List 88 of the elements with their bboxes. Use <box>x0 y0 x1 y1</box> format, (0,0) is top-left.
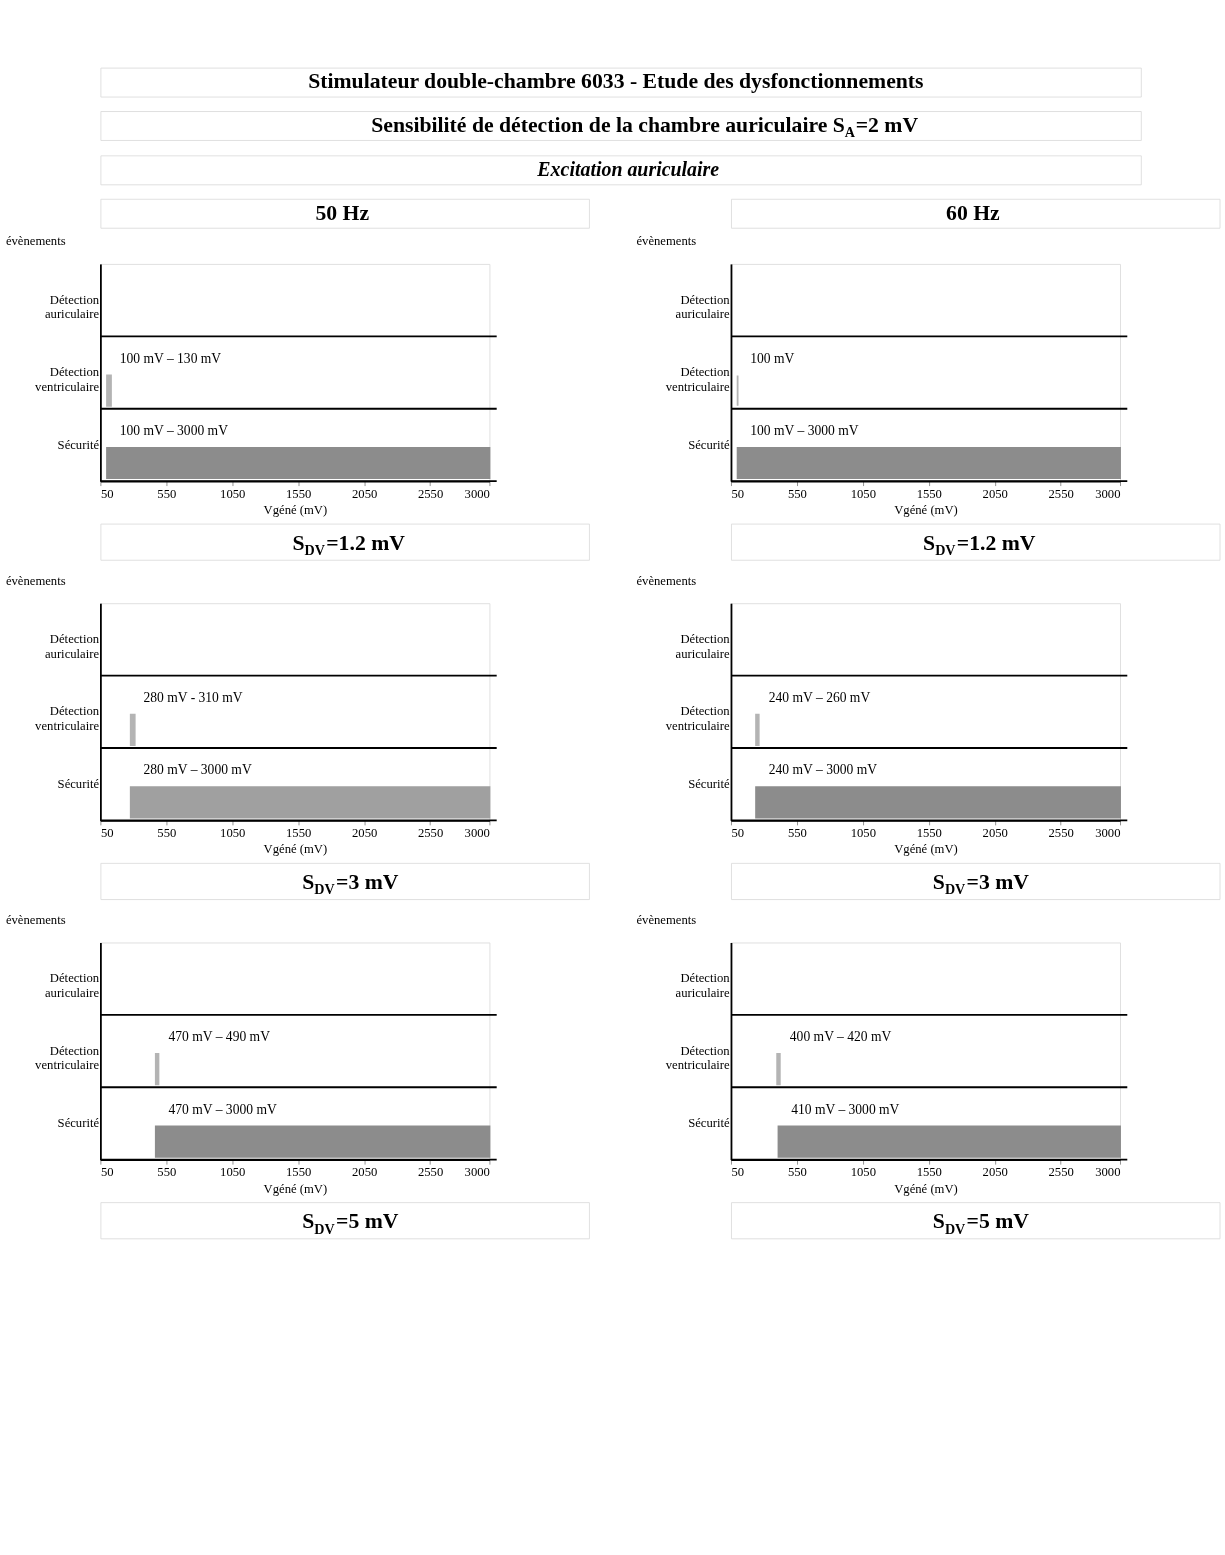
annotation: 470 mV – 490 mV <box>168 1029 271 1045</box>
y-tick-label: Détection auriculaire <box>675 632 731 661</box>
y-axis-title: évènements <box>636 234 697 249</box>
y-tick-label: Sécurité <box>57 1116 100 1131</box>
x-tick-label: 2550 <box>417 1165 444 1180</box>
y-tick-label: Détection auriculaire <box>44 632 100 661</box>
x-tick-label: 1550 <box>916 826 942 841</box>
annotation: 280 mV – 3000 mV <box>143 762 252 778</box>
annotation: 100 mV – 3000 mV <box>119 422 229 438</box>
x-axis-title: Vgéné (mV) <box>263 1181 328 1196</box>
x-tick-label: 2050 <box>982 826 1008 841</box>
y-axis-title: évènements <box>5 573 66 588</box>
annotation: 240 mV – 260 mV <box>768 689 871 705</box>
y-tick-label: Détection auriculaire <box>44 292 100 322</box>
y-tick-label: Détection auriculaire <box>675 292 731 322</box>
x-tick-label: 1550 <box>916 1165 942 1180</box>
y-tick-label: Détection ventriculaire <box>665 365 731 394</box>
x-tick-label: 2550 <box>417 486 444 501</box>
x-axis-title: Vgéné (mV) <box>263 842 328 857</box>
y-tick-label: Détection ventriculaire <box>665 704 731 733</box>
annotation: 100 mV – 130 mV <box>119 350 222 366</box>
x-tick-label: 1050 <box>850 826 876 841</box>
x-tick-label: 2550 <box>1048 486 1074 501</box>
annotation: 470 mV – 3000 mV <box>168 1101 277 1117</box>
y-tick-label: Sécurité <box>57 437 100 452</box>
x-axis-title: Vgéné (mV) <box>894 503 958 518</box>
x-tick-label: 2550 <box>1048 1165 1074 1180</box>
x-tick-label: 1050 <box>220 486 246 501</box>
annotation: 240 mV – 3000 mV <box>768 762 878 778</box>
x-axis-title: Vgéné (mV) <box>894 1181 958 1196</box>
chart-subtitle: 50 Hz <box>315 200 370 225</box>
y-tick-label: Détection auriculaire <box>675 971 731 1000</box>
x-tick-label: 550 <box>157 486 177 501</box>
y-tick-label: Sécurité <box>688 1116 731 1131</box>
x-tick-label: 3000 <box>464 486 490 501</box>
y-tick-label: Détection auriculaire <box>44 971 100 1000</box>
x-tick-label: 50 <box>731 826 745 841</box>
x-tick-label: 2550 <box>1048 826 1074 841</box>
y-axis-title: évènements <box>5 912 66 927</box>
x-tick-label: 3000 <box>1095 826 1121 841</box>
annotation: 400 mV – 420 mV <box>789 1029 892 1045</box>
annotation: 410 mV – 3000 mV <box>791 1101 900 1117</box>
x-tick-label: 1550 <box>286 826 312 841</box>
x-tick-label: 2050 <box>351 1165 378 1180</box>
x-tick-label: 50 <box>100 1165 114 1180</box>
x-tick-label: 1050 <box>850 486 876 501</box>
y-tick-label: Détection ventriculaire <box>35 704 100 733</box>
text: Stimulateur double-chambre 6033 - Etude des dysfonctionnements <box>308 69 924 94</box>
x-tick-label: 550 <box>787 826 807 841</box>
x-tick-label: 2050 <box>982 486 1008 501</box>
x-tick-label: 3000 <box>1095 1165 1121 1180</box>
y-tick-label: Sécurité <box>57 776 100 791</box>
x-tick-label: 2550 <box>417 826 444 841</box>
x-tick-label: 1550 <box>916 486 942 501</box>
y-axis-title: évènements <box>636 573 697 588</box>
x-tick-label: 50 <box>100 486 114 501</box>
annotation: 280 mV - 310 mV <box>143 689 243 705</box>
x-tick-label: 550 <box>787 486 807 501</box>
y-tick-label: Détection ventriculaire <box>665 1043 731 1073</box>
x-tick-label: 1050 <box>220 1165 246 1180</box>
x-tick-label: 2050 <box>982 1165 1008 1180</box>
y-tick-label: Sécurité <box>688 776 731 791</box>
x-axis-title: Vgéné (mV) <box>894 842 958 857</box>
x-tick-label: 1550 <box>286 1165 312 1180</box>
x-tick-label: 550 <box>157 826 177 841</box>
annotation: 100 mV – 3000 mV <box>750 422 859 438</box>
text: Excitation auriculaire <box>536 158 720 181</box>
x-tick-label: 3000 <box>1095 486 1121 501</box>
y-tick-label: Détection ventriculaire <box>35 1043 100 1073</box>
x-tick-label: 1550 <box>286 486 312 501</box>
x-tick-label: 3000 <box>464 826 490 841</box>
y-axis-title: évènements <box>5 234 66 249</box>
x-axis-title: Vgéné (mV) <box>263 503 328 518</box>
x-tick-label: 50 <box>731 1165 745 1180</box>
x-tick-label: 3000 <box>464 1165 490 1180</box>
x-tick-label: 1050 <box>220 826 246 841</box>
x-tick-label: 550 <box>787 1165 807 1180</box>
chart-subtitle: 60 Hz <box>946 200 1001 225</box>
x-tick-label: 50 <box>731 486 745 501</box>
y-tick-label: Sécurité <box>688 437 731 452</box>
annotation: 100 mV <box>750 350 795 366</box>
x-tick-label: 2050 <box>351 826 378 841</box>
x-tick-label: 1050 <box>850 1165 876 1180</box>
y-tick-label: Détection ventriculaire <box>35 365 100 394</box>
x-tick-label: 2050 <box>351 486 378 501</box>
x-tick-label: 550 <box>157 1165 177 1180</box>
x-tick-label: 50 <box>100 826 114 841</box>
y-axis-title: évènements <box>636 912 697 927</box>
